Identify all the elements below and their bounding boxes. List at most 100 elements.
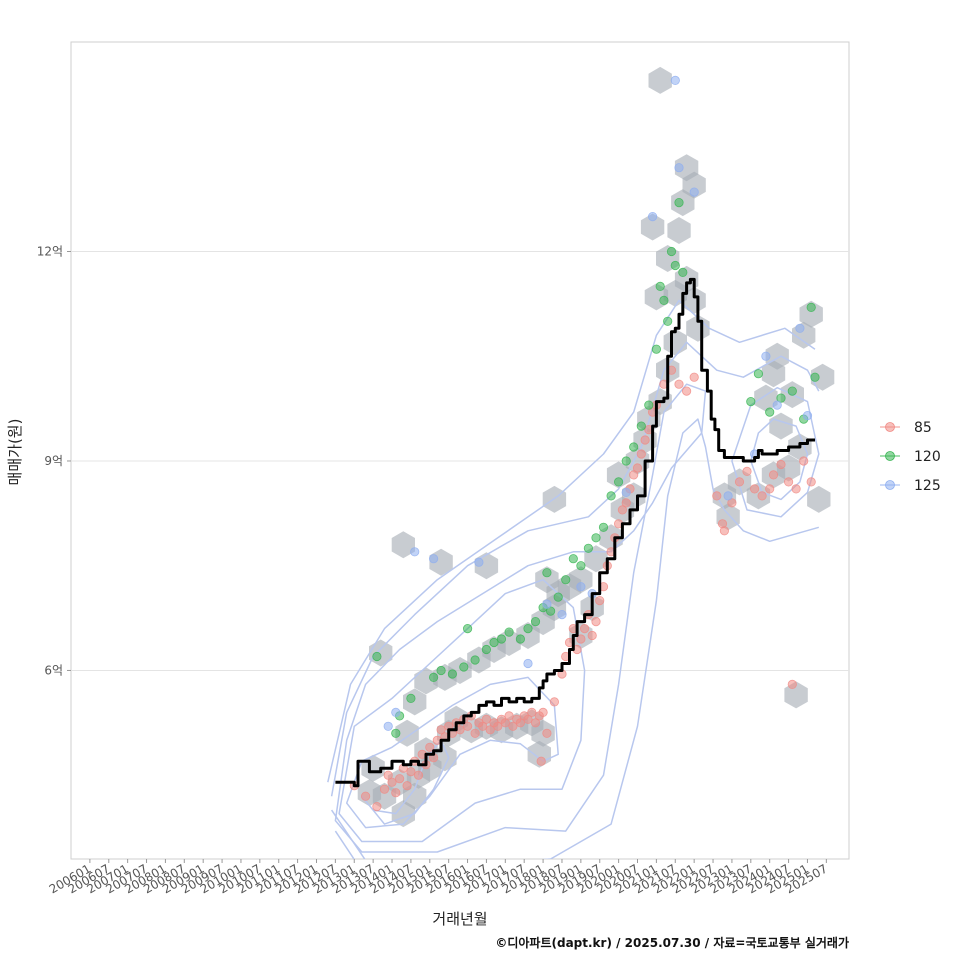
legend-label-85: 85 xyxy=(914,420,932,436)
hexbin-77 xyxy=(799,300,823,328)
point-120-40 xyxy=(746,396,756,407)
point-85-18 xyxy=(436,725,446,735)
point-120-32 xyxy=(651,344,662,354)
point-120-26 xyxy=(606,491,616,501)
point-85-7 xyxy=(394,774,405,784)
point-85-55 xyxy=(579,623,590,634)
point-120-46 xyxy=(806,302,816,312)
point-120-36 xyxy=(666,246,677,257)
point-120-12 xyxy=(504,627,514,637)
point-85-59 xyxy=(595,595,605,606)
point-120-27 xyxy=(613,477,624,487)
point-85-43 xyxy=(530,718,541,728)
point-120-41 xyxy=(753,369,764,379)
point-85-57 xyxy=(587,630,597,641)
point-85-88 xyxy=(765,484,775,494)
point-125-7 xyxy=(557,609,567,620)
point-85-66 xyxy=(621,498,631,508)
density-contour-1 xyxy=(345,676,559,829)
point-120-31 xyxy=(644,400,654,410)
hexbin-53 xyxy=(667,217,691,244)
point-125-11 xyxy=(647,212,658,222)
point-120-10 xyxy=(489,637,499,648)
point-120-29 xyxy=(629,442,639,452)
density-contour-open-1 xyxy=(330,341,820,797)
point-120-39 xyxy=(678,267,688,277)
point-120-1 xyxy=(391,728,401,738)
point-85-86 xyxy=(749,484,760,494)
point-125-12 xyxy=(670,75,680,86)
hexbin-78 xyxy=(810,363,835,391)
point-85-58 xyxy=(591,616,601,627)
point-120-23 xyxy=(583,543,594,553)
point-120-48 xyxy=(462,623,473,634)
point-85-79 xyxy=(689,372,699,382)
point-120-3 xyxy=(406,693,416,704)
point-120-20 xyxy=(561,575,571,585)
point-125-10 xyxy=(621,487,631,497)
point-120-18 xyxy=(545,606,556,616)
point-85-46 xyxy=(536,756,546,766)
density-contour-5 xyxy=(731,386,820,518)
point-85-9 xyxy=(402,781,412,791)
point-85-83 xyxy=(727,498,737,508)
point-120-37 xyxy=(670,260,680,271)
hexbin-58 xyxy=(640,213,665,241)
point-120-34 xyxy=(659,295,669,305)
legend-key-85 xyxy=(885,422,895,432)
point-85-95 xyxy=(787,679,797,690)
point-85-37 xyxy=(508,721,518,731)
hexbin-40 xyxy=(606,461,631,489)
point-85-33 xyxy=(493,721,503,731)
point-120-25 xyxy=(598,522,609,532)
hexbin-51 xyxy=(682,286,706,314)
point-125-18 xyxy=(772,400,782,410)
point-85-25 xyxy=(462,721,473,731)
median-trend-line xyxy=(335,277,815,788)
point-120-30 xyxy=(636,421,646,431)
point-120-35 xyxy=(663,316,673,326)
point-85-89 xyxy=(768,470,779,480)
point-120-13 xyxy=(515,634,526,644)
point-85-94 xyxy=(806,477,816,487)
point-85-30 xyxy=(481,714,491,724)
point-120-22 xyxy=(576,561,586,571)
point-125-20 xyxy=(802,410,813,421)
point-85-6 xyxy=(391,788,401,798)
point-85-90 xyxy=(776,459,786,470)
point-85-91 xyxy=(783,477,794,487)
point-85-4 xyxy=(383,770,393,780)
point-85-5 xyxy=(387,777,397,787)
point-125-17 xyxy=(761,351,771,361)
point-85-84 xyxy=(734,477,745,487)
point-125-1 xyxy=(391,707,401,718)
point-85-71 xyxy=(640,435,650,445)
point-120-19 xyxy=(553,592,563,602)
point-85-82 xyxy=(719,526,730,536)
legend: 85 120 125 xyxy=(880,420,941,494)
legend-label-120: 120 xyxy=(914,449,941,465)
point-85-41 xyxy=(523,714,533,724)
point-120-38 xyxy=(674,198,684,208)
point-85-92 xyxy=(791,484,801,494)
hexbin-79 xyxy=(807,485,831,513)
y-tick-label-1: 9억 xyxy=(44,454,63,468)
point-120-11 xyxy=(496,634,507,644)
hexbin-75 xyxy=(765,342,789,370)
point-120-33 xyxy=(655,281,665,291)
point-85-77 xyxy=(674,379,684,389)
point-125-13 xyxy=(674,163,684,173)
point-85-93 xyxy=(799,456,809,466)
point-85-15 xyxy=(425,742,435,752)
point-120-47 xyxy=(810,372,820,382)
density-contour-open-2 xyxy=(327,299,816,783)
x-axis-ticks: 2006012006072007012007072008012008072009… xyxy=(47,859,830,897)
point-85-35 xyxy=(500,718,510,728)
point-120-14 xyxy=(523,623,533,634)
point-120-44 xyxy=(787,386,797,396)
point-85-87 xyxy=(757,491,767,501)
hexbin-57 xyxy=(648,66,672,94)
point-85-10 xyxy=(406,767,416,777)
point-125-0 xyxy=(383,721,393,731)
